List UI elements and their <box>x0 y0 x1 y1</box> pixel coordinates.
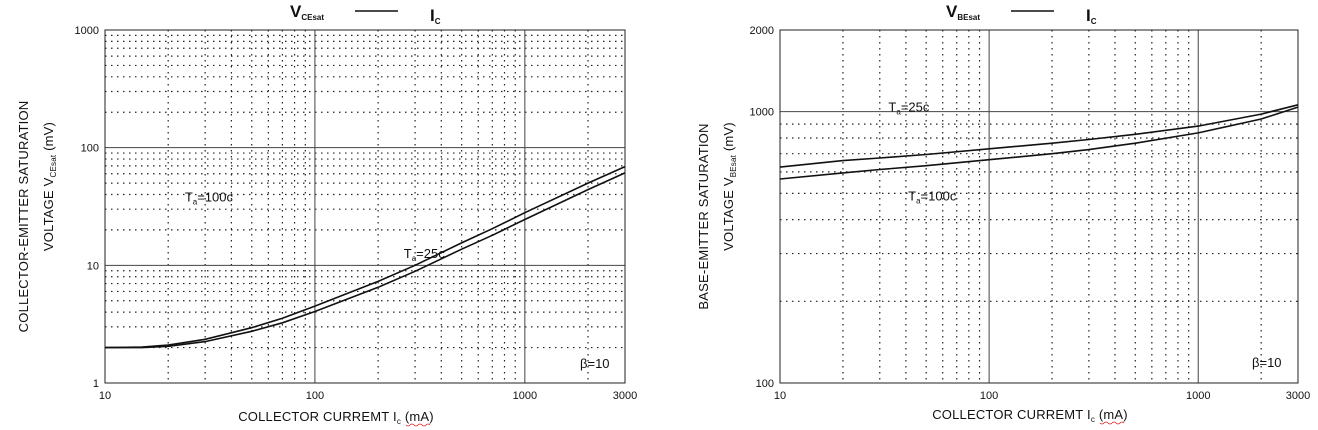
x-tick-label: 1000 <box>513 390 537 402</box>
temperature-annotation-part: =100 <box>921 189 950 204</box>
temperature-annotation: Ta=25c <box>404 246 445 263</box>
y-axis-label-line2-part: VOLTAGE <box>41 186 56 251</box>
chart1-curves <box>104 165 626 349</box>
x-tick-label: 100 <box>306 390 324 402</box>
y-axis-label-line1: COLLECTOR-EMITTER SATURATION <box>16 101 31 333</box>
chart1-axis-labels: COLLECTOR CURREMT Ic (mA)COLLECTOR-EMITT… <box>16 101 434 427</box>
y-axis-label-line2-part: V <box>721 177 736 186</box>
temperature-annotation: Ta=25c <box>888 100 929 117</box>
y-axis-label-line1-part: COLLECTOR-EMITTER SATURATION <box>16 101 31 333</box>
x-tick-label: 10 <box>774 390 786 402</box>
x-axis-label: COLLECTOR CURREMT Ic (mA) <box>932 407 1128 424</box>
plot-frame <box>104 29 626 384</box>
temperature-annotation-part: T <box>888 100 896 115</box>
series-line-2 <box>779 106 1299 180</box>
chart2-axis-labels: COLLECTOR CURREMT Ic (mA)BASE-EMITTER SA… <box>696 122 1128 425</box>
x-tick-label: 100 <box>980 390 998 402</box>
chart-title-right: IC <box>1086 6 1097 26</box>
y-axis-label-line2-part: CEsat <box>49 154 58 177</box>
temperature-annotation-part: c <box>950 189 957 204</box>
chart-title-left: VBEsat <box>946 2 980 22</box>
chart-title-left-part: BEsat <box>957 13 980 22</box>
y-axis-label-line2-part: V <box>41 177 56 186</box>
temperature-annotation-part: T <box>404 246 412 261</box>
temperature-annotation-part: c <box>227 189 234 204</box>
x-tick-label: 3000 <box>1286 390 1310 402</box>
x-tick-label: 10 <box>99 390 111 402</box>
y-axis-label-line1-part: BASE-EMITTER SATURATION <box>696 123 711 309</box>
y-tick-label: 100 <box>756 378 774 390</box>
temperature-annotation-part: =100 <box>197 189 226 204</box>
x-axis-label: COLLECTOR CURREMT Ic (mA) <box>238 409 434 426</box>
temperature-annotation-part: =25 <box>416 246 438 261</box>
temperature-annotation-part: c <box>438 246 445 261</box>
chart-title-right-part: I <box>430 6 435 25</box>
y-tick-label: 1 <box>93 378 99 390</box>
temperature-annotation: Ta=100c <box>185 189 234 206</box>
y-axis-label-line2: VOLTAGE VBEsat (mV) <box>721 122 738 251</box>
temperature-annotation-part: a <box>193 197 198 206</box>
temperature-annotation-part: a <box>896 108 901 117</box>
y-tick-label: 1000 <box>750 107 774 119</box>
y-tick-label: 100 <box>81 143 99 155</box>
series-line-2 <box>105 172 626 349</box>
x-tick-label: 1000 <box>1186 390 1210 402</box>
spellcheck-underline <box>1099 421 1125 425</box>
series-line-1 <box>779 104 1299 168</box>
chart-title-right-part: C <box>1091 17 1097 26</box>
chart-title-right-part: I <box>1086 6 1091 25</box>
beta-label: β=10 <box>580 356 610 371</box>
chart-title-left-part: V <box>946 2 958 21</box>
x-axis-label-part: COLLECTOR CURREMT I <box>932 407 1091 422</box>
y-axis-label-line1: BASE-EMITTER SATURATION <box>696 123 711 309</box>
temperature-annotation-part: =25 <box>901 100 923 115</box>
temperature-annotation-part: c <box>923 100 930 115</box>
series-line-1 <box>104 165 626 349</box>
y-axis-label-line2-part: (mV) <box>721 122 736 155</box>
y-axis-label-line2-part: VOLTAGE <box>721 186 736 251</box>
chart2-title: VBEsat IC <box>946 2 1097 26</box>
chart-title-right-part: C <box>435 17 441 26</box>
x-axis-label-part: (mA) <box>401 409 434 424</box>
x-axis-label-part: c <box>397 417 401 426</box>
x-tick-label: 3000 <box>613 390 637 402</box>
temperature-annotation-part: a <box>916 197 921 206</box>
y-tick-label: 10 <box>87 260 99 272</box>
x-axis-label-part: (mA) <box>1095 407 1128 422</box>
beta-label: β=10 <box>1252 355 1282 370</box>
x-axis-label-part: c <box>1091 415 1095 424</box>
chart1-title: VCEsat IC <box>290 2 441 26</box>
temperature-annotation-part: a <box>412 254 417 263</box>
y-axis-label-line2-part: BEsat <box>729 154 738 177</box>
chart1-grid <box>104 29 626 384</box>
temperature-annotation-part: T <box>185 189 193 204</box>
temperature-annotation-part: T <box>908 189 916 204</box>
y-axis-label-line2-part: (mV) <box>41 122 56 155</box>
spellcheck-underline <box>405 423 431 427</box>
chart-title-left-part: V <box>290 2 302 21</box>
chart2-grid <box>779 29 1299 384</box>
y-tick-label: 2000 <box>750 25 774 37</box>
y-tick-label: 1000 <box>75 25 99 37</box>
chart-title-left-part: CEsat <box>301 13 324 22</box>
chart-title-right: IC <box>430 6 441 26</box>
x-axis-label-part: COLLECTOR CURREMT I <box>238 409 397 424</box>
plot-frame <box>779 29 1299 384</box>
chart-title-left: VCEsat <box>290 2 324 22</box>
temperature-annotation: Ta=100c <box>908 189 957 206</box>
chart2-curves <box>779 104 1299 180</box>
y-axis-label-line2: VOLTAGE VCEsat (mV) <box>41 122 58 251</box>
